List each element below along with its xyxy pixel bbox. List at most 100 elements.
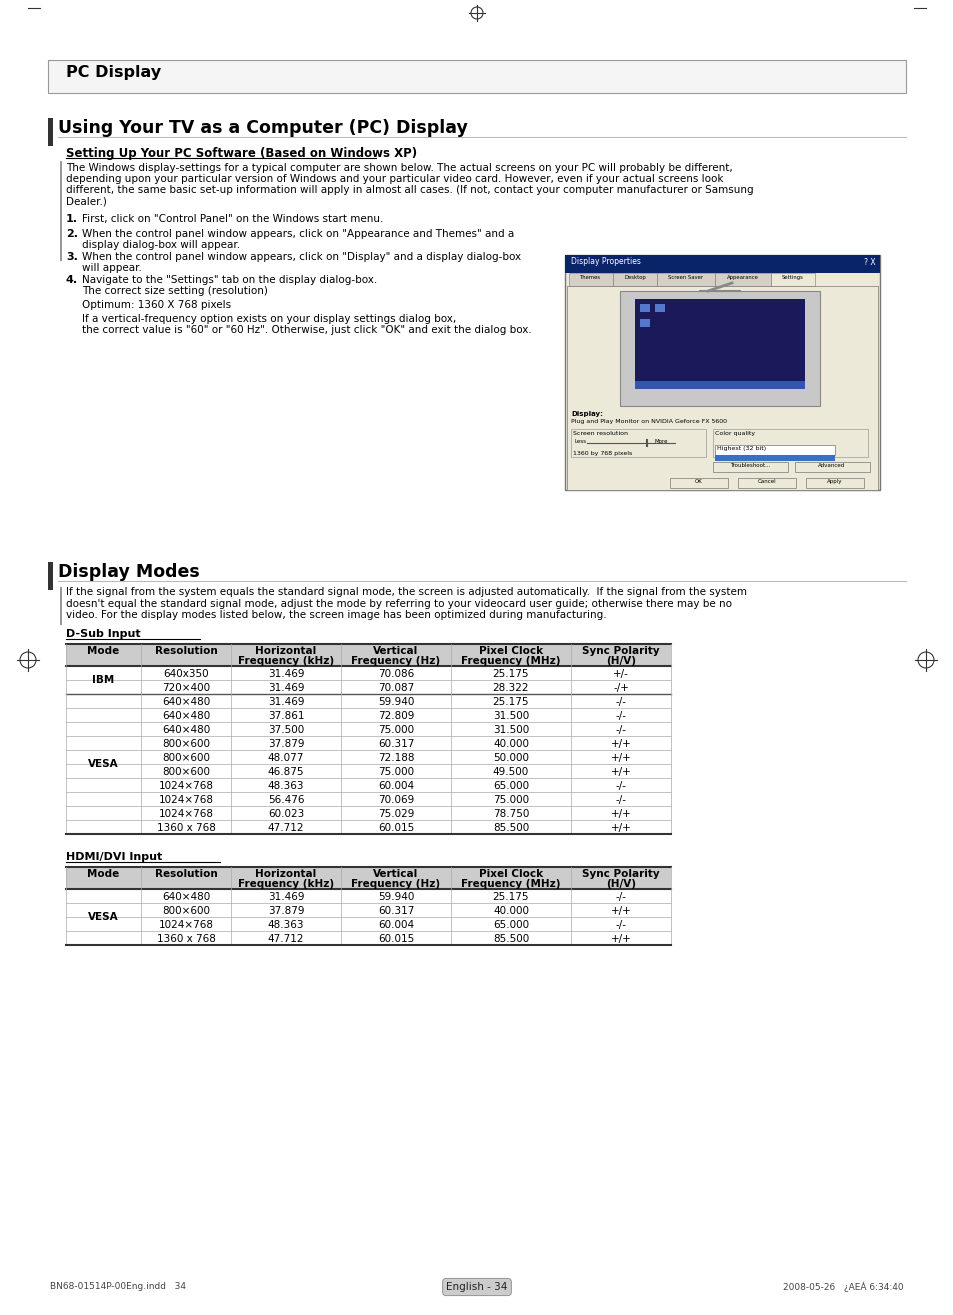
Text: 1.: 1. (66, 214, 78, 224)
Text: Display:: Display: (571, 412, 602, 417)
Text: +/+: +/+ (610, 934, 631, 944)
Text: 31.469: 31.469 (268, 682, 304, 693)
Text: 1360 x 768: 1360 x 768 (156, 934, 215, 944)
Text: 37.861: 37.861 (268, 711, 304, 721)
Text: 60.004: 60.004 (377, 781, 414, 792)
Text: 85.500: 85.500 (493, 934, 529, 944)
Text: 28.322: 28.322 (493, 682, 529, 693)
Text: 25.175: 25.175 (493, 669, 529, 679)
Text: 4.: 4. (66, 275, 78, 285)
Text: Dealer.): Dealer.) (66, 196, 107, 206)
Bar (770, 274, 814, 285)
Text: Advanced: Advanced (818, 463, 844, 468)
Text: 1024×768: 1024×768 (158, 781, 213, 792)
Text: 2008-05-26   ¿AEÁ 6:34:40: 2008-05-26 ¿AEÁ 6:34:40 (782, 1282, 903, 1293)
Bar (566, 285, 877, 490)
Text: Vertical: Vertical (373, 869, 418, 878)
Text: Resolution: Resolution (154, 646, 217, 656)
Bar (657, 274, 714, 285)
Bar (60, 586, 62, 625)
Text: If a vertical-frequency option exists on your display settings dialog box,: If a vertical-frequency option exists on… (82, 314, 456, 323)
Text: 800×600: 800×600 (162, 906, 210, 917)
Bar (714, 444, 834, 455)
Text: 800×600: 800×600 (162, 753, 210, 763)
Bar (655, 304, 664, 312)
Bar (714, 455, 834, 462)
Text: 800×600: 800×600 (162, 767, 210, 777)
Text: Apply: Apply (826, 479, 841, 484)
Text: Less: Less (575, 439, 586, 444)
Text: 60.317: 60.317 (377, 739, 414, 750)
Text: 56.476: 56.476 (268, 796, 304, 805)
Text: (H/V): (H/V) (605, 656, 636, 665)
Text: HDMI/DVI Input: HDMI/DVI Input (66, 852, 162, 863)
Text: 640×480: 640×480 (162, 697, 210, 707)
Text: Desktop: Desktop (623, 275, 645, 280)
Text: Using Your TV as a Computer (PC) Display: Using Your TV as a Computer (PC) Display (58, 118, 467, 137)
Text: different, the same basic set-up information will apply in almost all cases. (If: different, the same basic set-up informa… (66, 185, 753, 195)
Text: If the signal from the system equals the standard signal mode, the screen is adj: If the signal from the system equals the… (66, 586, 746, 597)
Text: (H/V): (H/V) (605, 878, 636, 889)
Text: Navigate to the "Settings" tab on the display dialog-box.: Navigate to the "Settings" tab on the di… (82, 275, 376, 285)
Text: will appear.: will appear. (82, 263, 142, 274)
Text: depending upon your particular version of Windows and your particular video card: depending upon your particular version o… (66, 174, 722, 184)
Bar (669, 477, 727, 488)
Text: Frequency (MHz): Frequency (MHz) (460, 878, 560, 889)
Text: -/-: -/- (615, 796, 626, 805)
Text: +/+: +/+ (610, 739, 631, 750)
Bar (805, 477, 863, 488)
Text: 640×480: 640×480 (162, 892, 210, 902)
Text: 640x350: 640x350 (163, 669, 209, 679)
Text: 47.712: 47.712 (268, 823, 304, 832)
Bar (635, 381, 804, 389)
Text: 60.015: 60.015 (377, 823, 414, 832)
Text: 37.879: 37.879 (268, 906, 304, 917)
Text: -/+: -/+ (613, 682, 628, 693)
Text: The Windows display-settings for a typical computer are shown below. The actual : The Windows display-settings for a typic… (66, 163, 732, 174)
Text: 37.500: 37.500 (268, 725, 304, 735)
Bar (794, 462, 869, 472)
Text: 640×480: 640×480 (162, 725, 210, 735)
Text: -/-: -/- (615, 892, 626, 902)
Text: Sync Polarity: Sync Polarity (581, 646, 659, 656)
Bar (639, 320, 649, 327)
Text: 800×600: 800×600 (162, 739, 210, 750)
Text: VESA: VESA (88, 913, 119, 922)
Text: Screen Saver: Screen Saver (668, 275, 702, 280)
Text: Horizontal: Horizontal (255, 646, 316, 656)
Text: 720×400: 720×400 (162, 682, 210, 693)
Text: Screen resolution: Screen resolution (573, 431, 627, 437)
Text: Mode: Mode (88, 646, 119, 656)
Text: More: More (655, 439, 668, 444)
Text: +/+: +/+ (610, 823, 631, 832)
Text: 1360 by 768 pixels: 1360 by 768 pixels (573, 451, 632, 456)
Bar (564, 255, 879, 490)
Bar (639, 304, 649, 312)
Text: doesn't equal the standard signal mode, adjust the mode by referring to your vid: doesn't equal the standard signal mode, … (66, 598, 731, 609)
Bar (60, 160, 62, 260)
Text: 48.077: 48.077 (268, 753, 304, 763)
Text: Display Properties: Display Properties (571, 256, 640, 266)
Text: 40.000: 40.000 (493, 906, 529, 917)
Text: -/-: -/- (615, 697, 626, 707)
Bar (48, 118, 53, 146)
Bar (613, 274, 657, 285)
Text: 78.750: 78.750 (493, 809, 529, 819)
Text: video. For the display modes listed below, the screen image has been optimized d: video. For the display modes listed belo… (66, 610, 606, 619)
Text: 75.029: 75.029 (377, 809, 414, 819)
Text: 60.015: 60.015 (377, 934, 414, 944)
Text: Cancel: Cancel (757, 479, 776, 484)
Text: Color quality: Color quality (714, 431, 755, 437)
Text: +/+: +/+ (610, 906, 631, 917)
Text: 59.940: 59.940 (377, 892, 414, 902)
Text: 60.004: 60.004 (377, 920, 414, 930)
Text: 59.940: 59.940 (377, 697, 414, 707)
Text: 75.000: 75.000 (377, 725, 414, 735)
Text: 75.000: 75.000 (377, 767, 414, 777)
Text: D-Sub Input: D-Sub Input (66, 629, 140, 639)
Text: +/+: +/+ (610, 809, 631, 819)
Text: Pixel Clock: Pixel Clock (478, 646, 542, 656)
Text: 60.023: 60.023 (268, 809, 304, 819)
Text: Display Modes: Display Modes (58, 563, 199, 581)
Text: 31.469: 31.469 (268, 697, 304, 707)
